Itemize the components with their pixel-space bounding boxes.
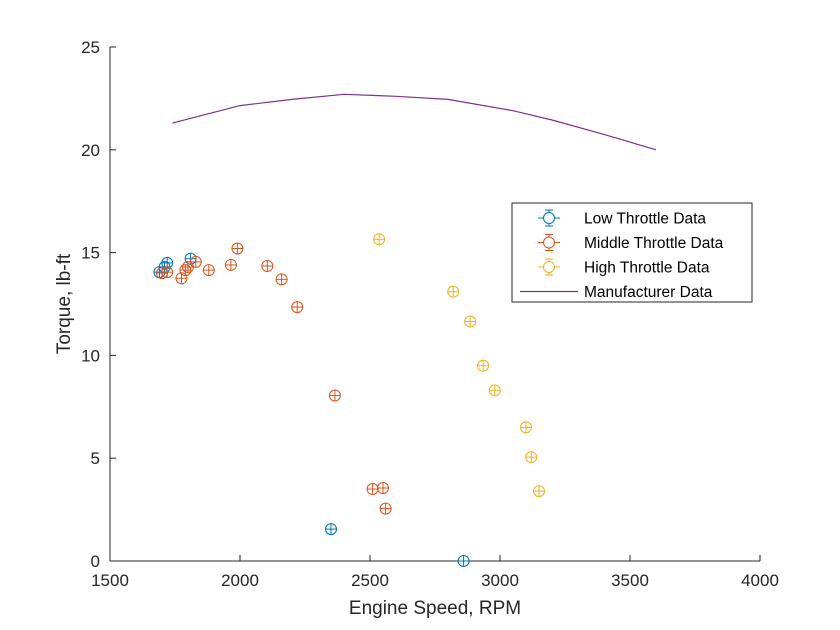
legend-label: Low Throttle Data — [584, 211, 706, 228]
y-tick-label: 0 — [91, 552, 100, 571]
data-point — [325, 523, 337, 536]
y-tick-label: 15 — [81, 244, 100, 263]
data-point — [447, 285, 460, 298]
x-tick-label: 1500 — [91, 571, 129, 590]
data-point — [182, 260, 194, 273]
legend-entry: Middle Throttle Data — [538, 234, 724, 252]
y-tick-label: 25 — [81, 38, 100, 57]
data-point — [488, 384, 501, 397]
data-point — [520, 421, 532, 434]
series-3 — [373, 233, 545, 498]
ticks: 1500 2000 2500 3000 3500 4000 0 5 10 15 20 25 — [81, 38, 779, 590]
legend-marker — [543, 212, 555, 224]
data-point — [179, 264, 192, 277]
data-point — [457, 555, 470, 567]
data-point — [231, 242, 244, 255]
data-point — [477, 359, 490, 372]
y-axis-label: Torque, lb-ft — [54, 253, 75, 354]
legend-entry: Manufacturer Data — [520, 284, 713, 301]
data-point — [366, 483, 379, 496]
y-tick-label: 20 — [81, 141, 100, 160]
legend-entry: High Throttle Data — [538, 258, 710, 277]
data-point — [202, 264, 215, 277]
y-tick-label: 10 — [81, 346, 100, 365]
data-point — [275, 273, 288, 286]
legend-label: Middle Throttle Data — [584, 235, 724, 252]
x-axis-label: Engine Speed, RPM — [349, 598, 521, 619]
data-point — [379, 502, 392, 515]
x-tick-label: 3000 — [481, 571, 519, 590]
x-tick-label: 2000 — [221, 571, 259, 590]
data-point — [533, 485, 545, 498]
data-point — [464, 315, 477, 328]
data-point — [224, 258, 237, 271]
data-point — [189, 255, 202, 268]
y-tick-label: 5 — [91, 449, 100, 468]
series-4 — [172, 93, 657, 151]
legend: Low Throttle Data Middle Throttle Data Hig… — [511, 202, 753, 303]
data-point — [377, 482, 389, 495]
data-point — [328, 389, 341, 402]
series-line — [172, 93, 657, 151]
data-point — [291, 301, 304, 314]
legend-label: Manufacturer Data — [584, 284, 713, 301]
data-point — [373, 233, 386, 246]
legend-marker — [543, 236, 555, 249]
plot-area — [153, 93, 657, 567]
legend-entry: Low Throttle Data — [538, 209, 706, 228]
x-tick-label: 4000 — [741, 571, 779, 590]
x-tick-label: 2500 — [351, 571, 389, 590]
series-2 — [156, 242, 392, 515]
data-point — [525, 451, 538, 464]
x-tick-label: 3500 — [611, 571, 649, 590]
legend-marker — [543, 261, 555, 273]
axes — [109, 47, 760, 562]
data-point — [161, 266, 174, 279]
data-point — [261, 259, 274, 272]
legend-label: High Throttle Data — [584, 260, 710, 277]
